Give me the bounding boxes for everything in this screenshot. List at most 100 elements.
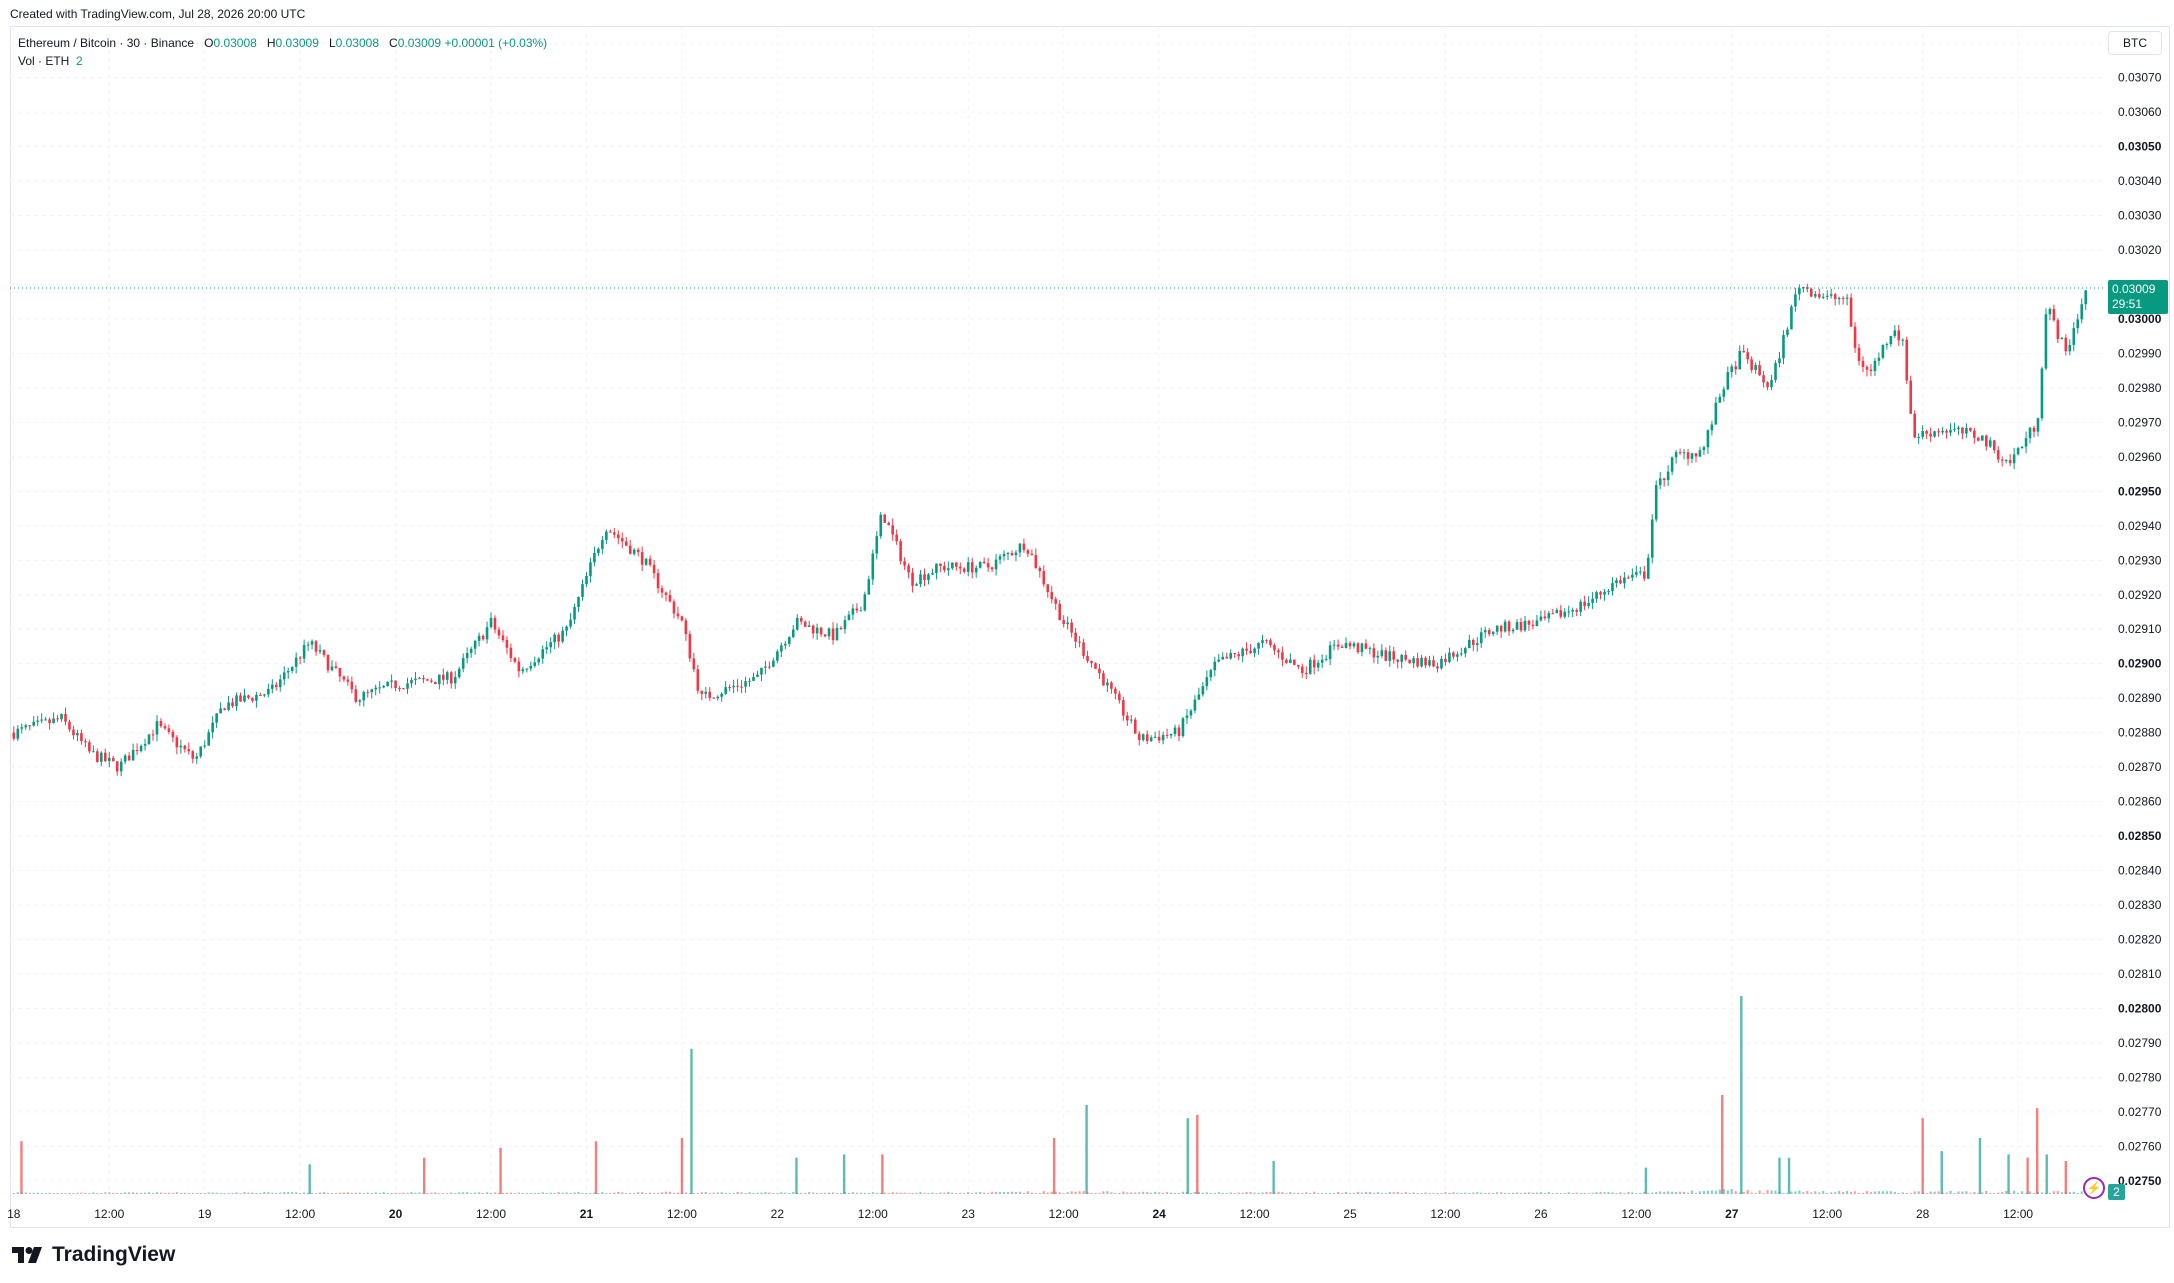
candle-body: [96, 751, 99, 762]
candle-body: [700, 690, 704, 694]
volume-bar: [501, 1193, 505, 1194]
volume-bar: [1082, 1191, 1085, 1194]
candle-body: [2036, 418, 2040, 432]
candle-body: [1973, 430, 1976, 438]
candle-body: [1316, 662, 1320, 668]
candle-body: [255, 694, 258, 701]
currency-button[interactable]: BTC: [2108, 31, 2162, 55]
volume-bar: [92, 1192, 95, 1194]
volume-bar: [1802, 1192, 1805, 1194]
time-axis-label: 18: [7, 1207, 21, 1221]
candle-body: [2076, 319, 2080, 329]
candle-body: [1265, 640, 1268, 642]
candle-body: [1257, 642, 1260, 649]
volume-bar: [863, 1192, 866, 1194]
candle-body: [370, 689, 374, 693]
candle-body: [2024, 438, 2028, 447]
candle-body: [1456, 654, 1459, 657]
volume-bar: [1686, 1192, 1690, 1194]
candle-body: [1686, 452, 1690, 459]
candle-body: [1718, 396, 1722, 403]
candle-body: [1658, 478, 1662, 486]
volume-bar: [1189, 1193, 1193, 1194]
volume-bar: [1313, 1191, 1316, 1194]
volume-spike: [2026, 1157, 2029, 1194]
candle-body: [2012, 454, 2016, 464]
candle-body: [398, 688, 401, 690]
candle-body: [211, 722, 214, 733]
candle-body: [378, 687, 381, 689]
candle-body: [1487, 630, 1491, 635]
volume-bar: [1130, 1192, 1133, 1194]
candle-body: [1527, 620, 1531, 625]
volume-bar: [414, 1192, 417, 1194]
volume-bar: [231, 1192, 234, 1194]
candle-body: [1078, 641, 1081, 643]
candle-body: [215, 713, 218, 723]
volume-bar: [835, 1192, 839, 1194]
volume-bar: [1985, 1190, 1988, 1194]
symbol-title[interactable]: Ethereum / Bitcoin · 30 · Binance: [18, 36, 195, 50]
volume-bar: [199, 1192, 202, 1194]
candle-body: [1762, 375, 1765, 383]
candle-body: [426, 679, 429, 681]
candle-body: [310, 641, 314, 645]
candle-body: [505, 639, 509, 648]
volume-bar: [716, 1192, 719, 1194]
candle-body: [1360, 643, 1364, 653]
candle-body: [1432, 660, 1435, 667]
candle-body: [1925, 431, 1928, 434]
candle-body: [1225, 656, 1229, 659]
candle-body: [517, 661, 521, 672]
candle-body: [259, 694, 262, 696]
volume-bar: [179, 1193, 182, 1194]
volume-bar: [1480, 1192, 1483, 1194]
candle-body: [12, 732, 16, 739]
candle-body: [290, 666, 294, 671]
candle-body: [1491, 631, 1495, 635]
lightning-icon[interactable]: ⚡: [2083, 1177, 2105, 1199]
candle-body: [1050, 592, 1054, 600]
volume-bar: [1738, 1192, 1741, 1194]
volume-bar: [386, 1193, 389, 1194]
candle-body: [438, 674, 441, 685]
candle-body: [632, 549, 636, 554]
candle-body: [1563, 611, 1567, 617]
candle-body: [1030, 553, 1034, 556]
volume-bar: [72, 1193, 75, 1194]
candle-body: [1774, 363, 1777, 381]
candle-body: [36, 720, 39, 722]
candle-body: [1364, 643, 1368, 649]
volume-bar: [1770, 1190, 1773, 1194]
candle-body: [115, 761, 119, 772]
volume-bar: [1054, 1191, 1057, 1194]
candle-body: [1229, 653, 1233, 659]
volume-bar: [1889, 1191, 1892, 1194]
volume-label[interactable]: Vol · ETH: [18, 54, 70, 68]
candle-body: [1217, 659, 1221, 662]
volume-bar: [1205, 1192, 1208, 1194]
volume-bar: [1392, 1192, 1395, 1194]
candle-body: [1412, 658, 1415, 664]
volume-bar: [605, 1192, 608, 1194]
candle-body: [561, 630, 564, 642]
volume-bar: [1937, 1191, 1940, 1194]
candle-body: [1909, 380, 1913, 414]
candle-body: [410, 680, 413, 684]
candle-body: [167, 728, 171, 732]
candle-body: [139, 745, 143, 752]
volume-bar: [1213, 1193, 1216, 1194]
volume-bar: [1957, 1191, 1960, 1194]
volume-bar: [1786, 1193, 1789, 1194]
volume-bar: [509, 1192, 513, 1194]
candle-body: [1837, 297, 1841, 300]
tradingview-logo[interactable]: TradingView: [12, 1243, 175, 1267]
volume-bar: [1301, 1193, 1304, 1194]
volume-bar: [529, 1192, 532, 1194]
volume-bar: [931, 1192, 934, 1194]
volume-bar: [855, 1192, 858, 1194]
volume-bar: [1193, 1191, 1197, 1194]
volume-bar: [1543, 1193, 1546, 1194]
volume-bar: [2020, 1191, 2024, 1194]
